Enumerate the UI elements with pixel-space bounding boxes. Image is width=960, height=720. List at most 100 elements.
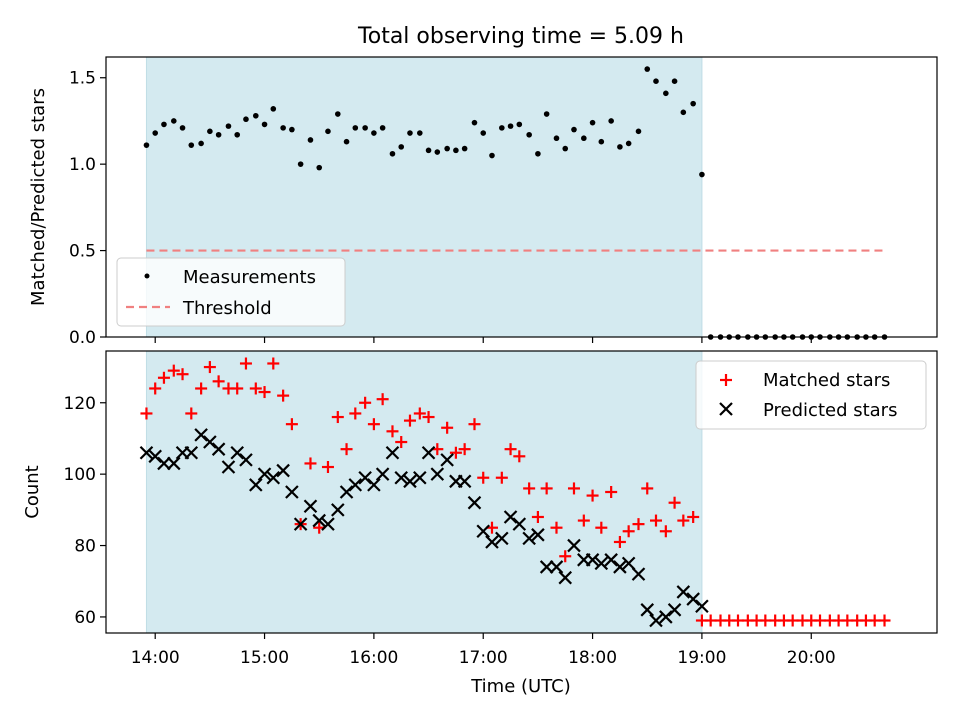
legend-threshold-label: Threshold (182, 298, 272, 319)
measurement-point (198, 140, 204, 147)
x-tick-label: 17:00 (459, 648, 508, 668)
x-tick-label: 15:00 (240, 648, 289, 668)
measurement-point (535, 150, 541, 157)
bottom-y-tick-label: 80 (74, 537, 96, 557)
measurement-point (516, 121, 523, 128)
measurement-point (379, 125, 386, 131)
measurement-point (608, 118, 614, 124)
predicted-star-point (321, 517, 335, 531)
predicted-star-point (604, 553, 618, 567)
matched-star-point (468, 418, 481, 431)
legend-matched-label: Matched stars (763, 370, 890, 391)
top-y-tick-label: 1.0 (69, 155, 96, 175)
predicted-star-point (303, 499, 318, 514)
measurement-point (398, 144, 405, 150)
chart-title: Total observing time = 5.09 h (357, 24, 684, 49)
predicted-star-point (285, 485, 299, 499)
measurement-point (571, 126, 577, 133)
measurement-point (152, 130, 159, 136)
x-axis-label: Time (UTC) (470, 676, 571, 697)
bottom-legend: Matched stars Predicted stars (695, 360, 927, 430)
bottom-y-axis-label: Count (22, 465, 43, 518)
predicted-star-point (613, 560, 627, 574)
predicted-star-point (558, 570, 573, 585)
measurement-point (343, 138, 350, 145)
matched-star-point (239, 357, 252, 370)
matched-star-point (349, 407, 362, 420)
measurement-point (215, 131, 222, 138)
bottom-panel: 60 80 100 120 14:00 15:00 16:00 17:00 18:00 19:0… (22, 350, 938, 697)
matched-star-point (176, 368, 189, 381)
measurement-point (699, 171, 705, 178)
predicted-star-point (467, 495, 482, 510)
matched-star-point (195, 382, 208, 395)
measurement-point (307, 137, 314, 143)
measurement-point (316, 164, 323, 171)
matched-star-point (523, 482, 536, 495)
measurement-point (543, 111, 550, 117)
predicted-star-point (567, 538, 581, 553)
matched-star-point (140, 407, 153, 420)
measurement-point (644, 66, 651, 72)
predicted-star-point (649, 613, 663, 628)
predicted-star-point (413, 470, 427, 485)
predicted-star-point (522, 531, 536, 546)
predicted-star-point (331, 503, 345, 517)
measurement-point (362, 125, 368, 131)
matched-star-point (659, 525, 672, 538)
matched-star-point (577, 514, 590, 527)
matched-star-point (559, 550, 572, 563)
matched-star-point (331, 411, 344, 424)
predicted-star-point (348, 478, 363, 492)
legend-predicted-label: Predicted stars (763, 400, 897, 421)
legend-measurements-label: Measurements (183, 267, 316, 288)
measurement-point (671, 78, 678, 84)
predicted-star-point (339, 485, 354, 499)
matched-star-point (267, 357, 280, 370)
matched-star-point (586, 489, 599, 502)
matched-star-point (441, 421, 454, 434)
measurement-point (289, 126, 295, 133)
matched-star-point (413, 407, 426, 420)
measurement-point (297, 161, 304, 167)
measurement-point (234, 131, 241, 138)
predicted-star-point (585, 553, 600, 567)
predicted-star-point (503, 510, 518, 524)
measurement-point (425, 147, 432, 154)
matched-star-point (304, 457, 317, 470)
bottom-plot-frame (105, 350, 938, 634)
measurement-point (625, 140, 632, 147)
measurement-point (207, 128, 213, 135)
predicted-star-point (257, 467, 272, 481)
matched-star-point (504, 443, 517, 456)
matched-star-point (495, 471, 508, 484)
matched-star-point (395, 436, 408, 449)
predicted-star-point (676, 585, 691, 599)
measurement-point (663, 90, 669, 97)
matched-star-point (340, 443, 353, 456)
measurement-point (598, 138, 605, 145)
measurement-point (635, 128, 642, 135)
matched-star-point (403, 414, 416, 427)
x-tick-label: 19:00 (677, 648, 726, 668)
matched-star-point (422, 411, 435, 424)
measurement-point (143, 142, 150, 148)
measurement-point (261, 121, 268, 128)
measurement-point (461, 145, 468, 152)
measurement-point (489, 152, 495, 159)
predicted-star-point (631, 567, 646, 581)
predicted-star-point (385, 445, 400, 460)
measurement-point (352, 125, 359, 131)
predicted-star-point (686, 592, 700, 606)
matched-star-point (687, 510, 700, 523)
top-y-tick-label: 1.5 (69, 69, 96, 89)
predicted-star-point (221, 460, 236, 474)
bottom-shaded-region (145, 350, 703, 634)
measurement-point (444, 145, 450, 152)
measurement-point (453, 147, 459, 154)
measurement-point (371, 130, 377, 136)
top-legend: Measurements Threshold (116, 257, 346, 327)
measurement-point (680, 109, 687, 116)
predicted-star-point (184, 445, 199, 460)
measurement-point (434, 149, 441, 155)
